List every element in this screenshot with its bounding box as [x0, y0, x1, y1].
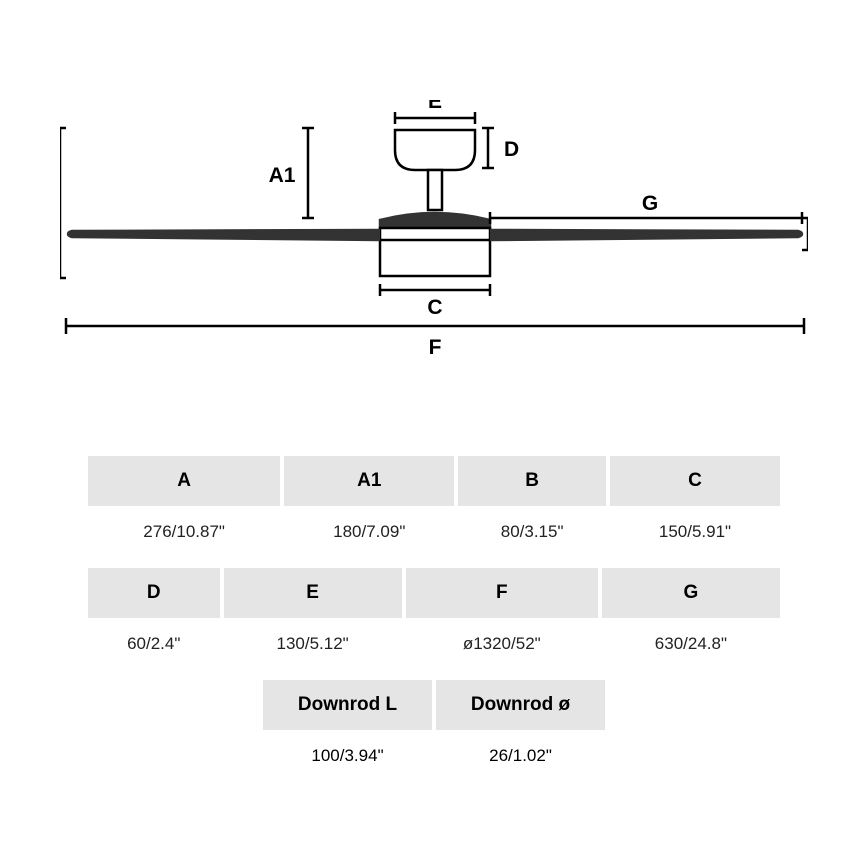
td-C: 150/5.91" [610, 506, 780, 562]
spec-table-row3: Downrod L Downrod ø 100/3.94" 26/1.02" [259, 680, 609, 786]
label-F: F [429, 336, 442, 359]
th-C: C [610, 456, 780, 506]
th-downrod-l: Downrod L [263, 680, 432, 730]
spec-table-row2: D E F G 60/2.4" 130/5.12" ø1320/52" 630/… [84, 568, 784, 674]
th-downrod-d: Downrod ø [436, 680, 605, 730]
td-E: 130/5.12" [224, 618, 402, 674]
td-A1: 180/7.09" [284, 506, 454, 562]
th-B: B [458, 456, 606, 506]
td-F: ø1320/52" [406, 618, 598, 674]
diagram-svg: A A1 B C D E F G [60, 100, 808, 380]
label-C: C [427, 296, 442, 319]
label-D: D [504, 138, 519, 161]
td-A: 276/10.87" [88, 506, 280, 562]
th-G: G [602, 568, 780, 618]
td-B: 80/3.15" [458, 506, 606, 562]
th-F: F [406, 568, 598, 618]
td-downrod-l: 100/3.94" [263, 730, 432, 786]
label-G: G [642, 192, 658, 215]
spec-tables: A A1 B C 276/10.87" 180/7.09" 80/3.15" 1… [84, 456, 784, 786]
td-G: 630/24.8" [602, 618, 780, 674]
spec-table-row1: A A1 B C 276/10.87" 180/7.09" 80/3.15" 1… [84, 456, 784, 562]
fan-dimension-diagram: A A1 B C D E F G [60, 100, 808, 380]
th-E: E [224, 568, 402, 618]
label-E: E [428, 100, 442, 113]
th-D: D [88, 568, 220, 618]
td-downrod-d: 26/1.02" [436, 730, 605, 786]
label-A1: A1 [269, 164, 296, 187]
th-A: A [88, 456, 280, 506]
td-D: 60/2.4" [88, 618, 220, 674]
th-A1: A1 [284, 456, 454, 506]
